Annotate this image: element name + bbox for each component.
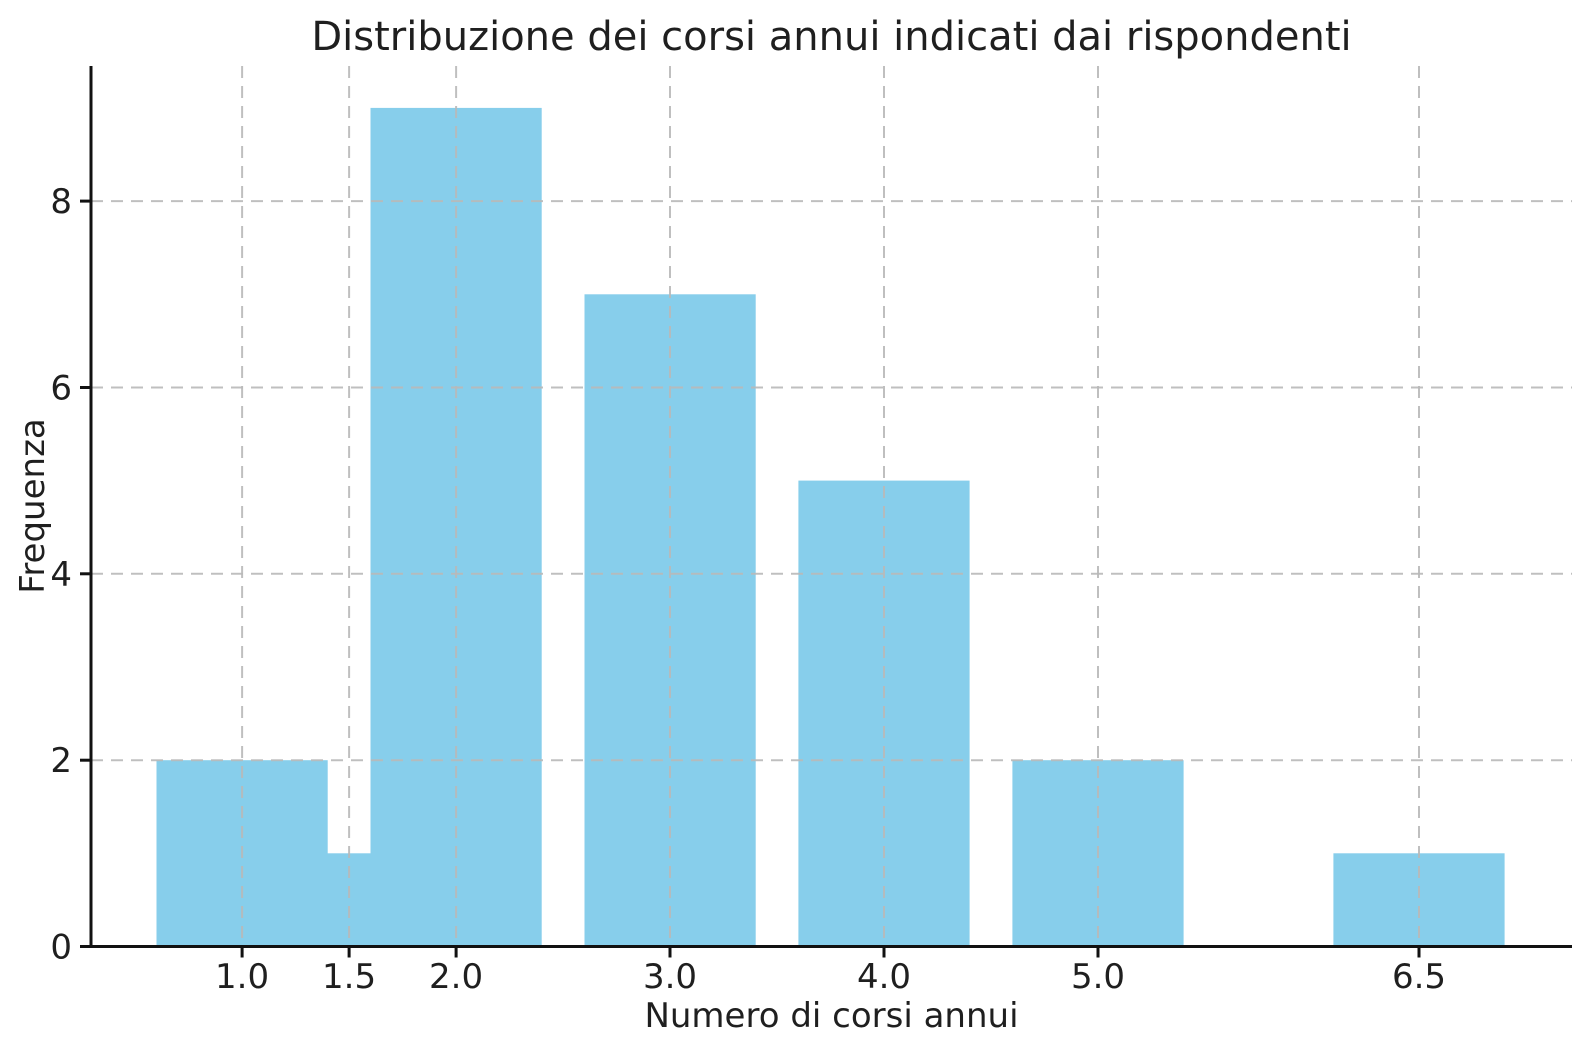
x-tick-label-1: 1.0	[215, 957, 269, 997]
y-tick-label-6: 6	[50, 369, 72, 409]
y-tick-label-0: 0	[50, 928, 72, 968]
x-tick-label-3: 3.0	[643, 957, 697, 997]
x-tick-label-2: 2.0	[429, 957, 483, 997]
x-tick-label-1.5: 1.5	[322, 957, 376, 997]
y-axis-label: Frequenza	[13, 418, 53, 594]
x-tick-label-5: 5.0	[1071, 957, 1125, 997]
x-tick-label-4: 4.0	[857, 957, 911, 997]
y-tick-label-2: 2	[50, 741, 72, 781]
y-tick-label-4: 4	[50, 555, 72, 595]
y-tick-label-8: 8	[50, 182, 72, 222]
x-tick-label-6.5: 6.5	[1392, 957, 1446, 997]
x-axis-label: Numero di corsi annui	[644, 996, 1019, 1036]
chart-title: Distribuzione dei corsi annui indicati d…	[311, 14, 1352, 60]
